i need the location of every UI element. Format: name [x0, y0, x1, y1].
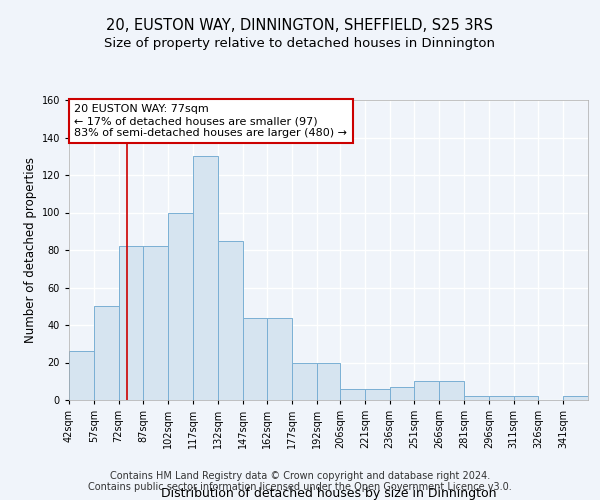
Bar: [218, 240, 242, 400]
Bar: [489, 396, 514, 400]
Bar: [292, 362, 317, 400]
Bar: [168, 212, 193, 400]
Bar: [317, 362, 340, 400]
Bar: [119, 246, 143, 400]
Text: 20 EUSTON WAY: 77sqm
← 17% of detached houses are smaller (97)
83% of semi-detac: 20 EUSTON WAY: 77sqm ← 17% of detached h…: [74, 104, 347, 138]
Bar: [365, 389, 389, 400]
Bar: [439, 381, 464, 400]
Bar: [563, 396, 588, 400]
Text: Size of property relative to detached houses in Dinnington: Size of property relative to detached ho…: [104, 38, 496, 51]
Bar: [514, 396, 538, 400]
Bar: [242, 318, 268, 400]
Bar: [94, 306, 119, 400]
Bar: [143, 246, 168, 400]
Bar: [389, 387, 415, 400]
Bar: [193, 156, 218, 400]
Bar: [464, 396, 489, 400]
Bar: [415, 381, 439, 400]
Y-axis label: Number of detached properties: Number of detached properties: [25, 157, 37, 343]
Bar: [268, 318, 292, 400]
X-axis label: Distribution of detached houses by size in Dinnington: Distribution of detached houses by size …: [161, 488, 496, 500]
Text: 20, EUSTON WAY, DINNINGTON, SHEFFIELD, S25 3RS: 20, EUSTON WAY, DINNINGTON, SHEFFIELD, S…: [107, 18, 493, 32]
Text: Contains HM Land Registry data © Crown copyright and database right 2024.
Contai: Contains HM Land Registry data © Crown c…: [88, 471, 512, 492]
Bar: [69, 351, 94, 400]
Bar: [340, 389, 365, 400]
